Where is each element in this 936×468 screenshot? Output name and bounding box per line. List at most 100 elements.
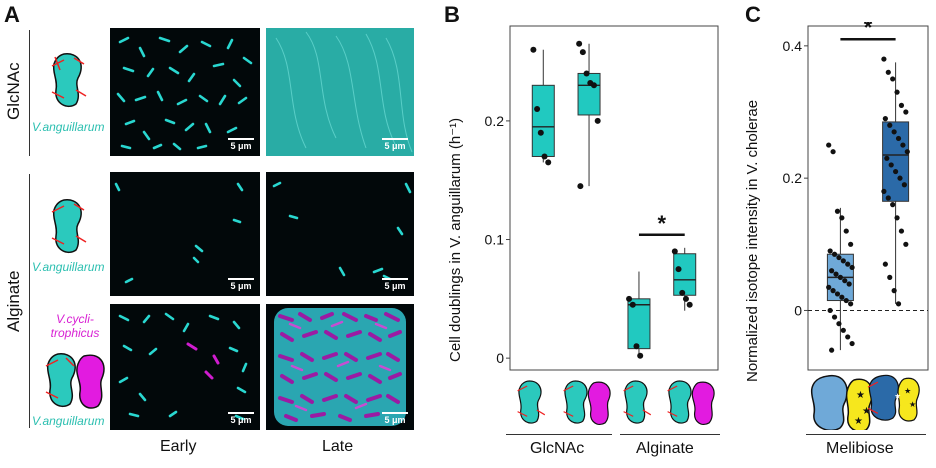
plot-frame bbox=[807, 25, 929, 371]
star-icon: ★ bbox=[909, 400, 916, 409]
data-point bbox=[843, 228, 849, 234]
data-point bbox=[848, 241, 854, 247]
data-point bbox=[827, 307, 833, 314]
micrograph-coculture-early: 5 μm bbox=[110, 304, 260, 430]
data-point bbox=[890, 202, 896, 208]
data-point bbox=[530, 46, 537, 53]
micrograph-alginate-early: 5 μm bbox=[110, 172, 260, 296]
star-icon: ★ bbox=[862, 406, 871, 417]
coculture-icon bbox=[563, 380, 611, 426]
box bbox=[673, 253, 697, 296]
data-point bbox=[836, 321, 842, 327]
data-point bbox=[834, 208, 841, 214]
coculture-icon bbox=[667, 380, 715, 426]
micrograph-coculture-late: 5 μm bbox=[266, 304, 414, 430]
data-point bbox=[682, 295, 689, 302]
box bbox=[882, 121, 910, 202]
data-point bbox=[894, 215, 900, 221]
data-point bbox=[903, 241, 909, 247]
panel-c-letter: C bbox=[745, 2, 761, 27]
data-point bbox=[633, 343, 640, 350]
panel-b-ylabel: Cell doublings in V. anguillarum (h⁻¹) bbox=[447, 117, 464, 362]
data-point bbox=[830, 149, 836, 155]
species-label-coculture: V.anguillarum bbox=[32, 414, 105, 428]
data-point bbox=[845, 334, 851, 340]
data-point bbox=[894, 89, 900, 95]
data-point bbox=[829, 347, 835, 353]
data-point bbox=[898, 102, 905, 108]
plot-frame bbox=[509, 25, 719, 371]
data-point bbox=[893, 168, 899, 175]
data-point bbox=[881, 56, 887, 62]
data-point bbox=[626, 295, 633, 302]
star-icon: ★ bbox=[894, 392, 901, 401]
data-point bbox=[579, 49, 586, 56]
data-point bbox=[545, 159, 552, 166]
alginate-row-label: Alginate bbox=[4, 270, 23, 332]
data-point bbox=[891, 288, 897, 294]
data-point bbox=[576, 40, 583, 47]
data-point bbox=[675, 266, 682, 273]
panel-c-group-melibiose: Melibiose bbox=[826, 440, 894, 457]
bacterium-icon bbox=[517, 380, 546, 424]
panel-b-group-alginate: Alginate bbox=[636, 440, 694, 457]
data-point bbox=[840, 258, 846, 264]
box bbox=[531, 84, 555, 157]
alginate-group-line bbox=[620, 434, 720, 435]
data-point bbox=[898, 228, 905, 234]
data-point bbox=[577, 183, 584, 190]
data-point bbox=[881, 188, 887, 194]
star-icon: ★ bbox=[904, 387, 911, 396]
data-point bbox=[888, 162, 894, 168]
panel-c-chart: 0 0.2 0.4 * bbox=[783, 22, 929, 371]
data-point bbox=[594, 117, 601, 124]
cells-coculture-late bbox=[274, 308, 406, 426]
data-point bbox=[637, 352, 644, 359]
panel-b-icons bbox=[517, 380, 715, 426]
scale-bar: 5 μm bbox=[382, 412, 408, 425]
bacterium-icon: ★★★ bbox=[810, 374, 874, 430]
cells-alginate-late bbox=[272, 181, 412, 281]
data-point bbox=[848, 301, 854, 307]
data-point bbox=[900, 142, 906, 148]
data-point bbox=[831, 314, 838, 320]
cells-alginate-early bbox=[114, 182, 244, 284]
cells-coculture-early bbox=[118, 312, 248, 421]
panel-c-ylabel: Normalized isotope intensity in V. chole… bbox=[744, 99, 761, 382]
data-point bbox=[826, 284, 832, 290]
glcnac-row-label: GlcNAc bbox=[4, 62, 23, 120]
data-point bbox=[827, 248, 833, 254]
y-tick-label: 0.4 bbox=[783, 38, 803, 54]
data-point bbox=[887, 274, 893, 280]
data-point bbox=[541, 153, 548, 160]
significance-star: * bbox=[658, 211, 667, 236]
data-point bbox=[890, 76, 896, 82]
data-point bbox=[846, 281, 852, 287]
data-point bbox=[826, 142, 832, 148]
melibiose-group-line bbox=[806, 434, 926, 435]
box bbox=[627, 298, 651, 350]
coculture-icon bbox=[45, 353, 105, 409]
data-point bbox=[891, 129, 897, 135]
data-point bbox=[839, 294, 845, 300]
glcnac-group-line bbox=[506, 434, 612, 435]
micrograph-alginate-late: 5 μm bbox=[266, 172, 414, 296]
box bbox=[577, 72, 601, 116]
species-label-alginate: V.anguillarum bbox=[32, 260, 105, 274]
data-point bbox=[904, 149, 910, 155]
star-icon: ★ bbox=[856, 390, 865, 401]
data-point bbox=[849, 264, 855, 271]
data-point bbox=[679, 289, 686, 296]
y-tick-label: 0.2 bbox=[485, 113, 505, 129]
star-icon: ★ bbox=[854, 416, 863, 427]
data-point bbox=[895, 301, 902, 307]
data-point bbox=[903, 109, 909, 115]
y-tick-label: 0.2 bbox=[783, 170, 803, 186]
data-point bbox=[895, 135, 902, 142]
micrograph-glcnac-early: 5 μm bbox=[110, 28, 260, 156]
y-tick-label: 0.1 bbox=[485, 232, 505, 248]
glcnac-bracket bbox=[29, 30, 30, 156]
species-label-glcnac: V.anguillarum bbox=[32, 120, 105, 134]
data-point bbox=[887, 122, 893, 128]
data-point bbox=[830, 288, 836, 294]
